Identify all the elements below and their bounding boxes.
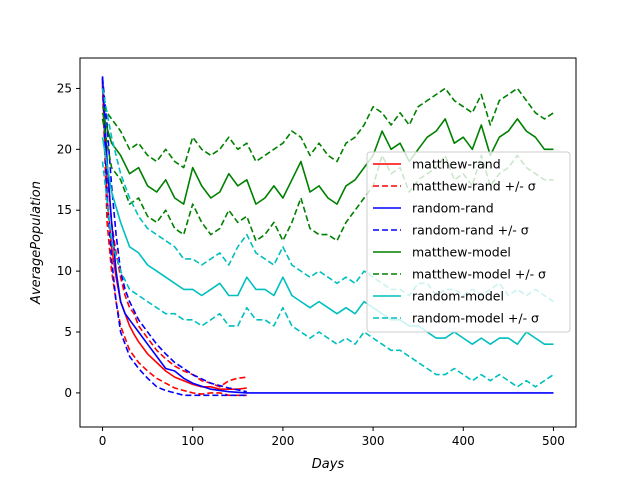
x-tick-label: 100 [181,434,204,448]
series-line-9 [101,137,554,345]
series-line-11 [101,161,554,388]
legend-entry-label: matthew-rand +/- σ [412,179,536,194]
x-tick-label: 500 [542,434,565,448]
legend-entry-label: matthew-model [412,245,511,260]
y-tick-label: 25 [57,81,72,95]
y-tick-label: 5 [64,325,72,339]
axes-frame [79,57,577,428]
legend-entry-label: random-model +/- σ [412,311,539,326]
legend-entry-label: random-rand +/- σ [412,223,529,238]
legend-entry-label: random-rand [412,201,494,216]
series-line-5 [101,78,247,397]
legend-entry-label: matthew-model +/- σ [412,267,546,282]
series-line-2 [101,85,247,397]
legend-frame [366,151,571,333]
legend: matthew-rand matthew-rand +/- σ random-ran… [366,151,571,333]
x-tick-label: 300 [362,434,385,448]
x-tick-label: 400 [452,434,475,448]
y-tick-label: 15 [57,203,72,217]
legend-entry-label: matthew-rand [412,157,501,172]
series-line-7 [101,87,554,169]
x-tick-label: 0 [99,434,107,448]
y-tick-label: 0 [64,386,72,400]
series-line-3 [101,76,554,394]
series-line-4 [101,77,247,393]
x-axis-label: Days [312,457,345,472]
x-tick-label: 200 [271,434,294,448]
y-tick-label: 20 [57,142,72,156]
series-line-6 [101,112,554,205]
y-axis-label: AveragePopulation [29,181,44,305]
y-tick-label: 10 [57,264,72,278]
legend-entry-label: random-model [412,289,504,304]
ticks-layer: 0 100 200 300 400 500 0 5 10 15 20 25 [57,81,565,448]
